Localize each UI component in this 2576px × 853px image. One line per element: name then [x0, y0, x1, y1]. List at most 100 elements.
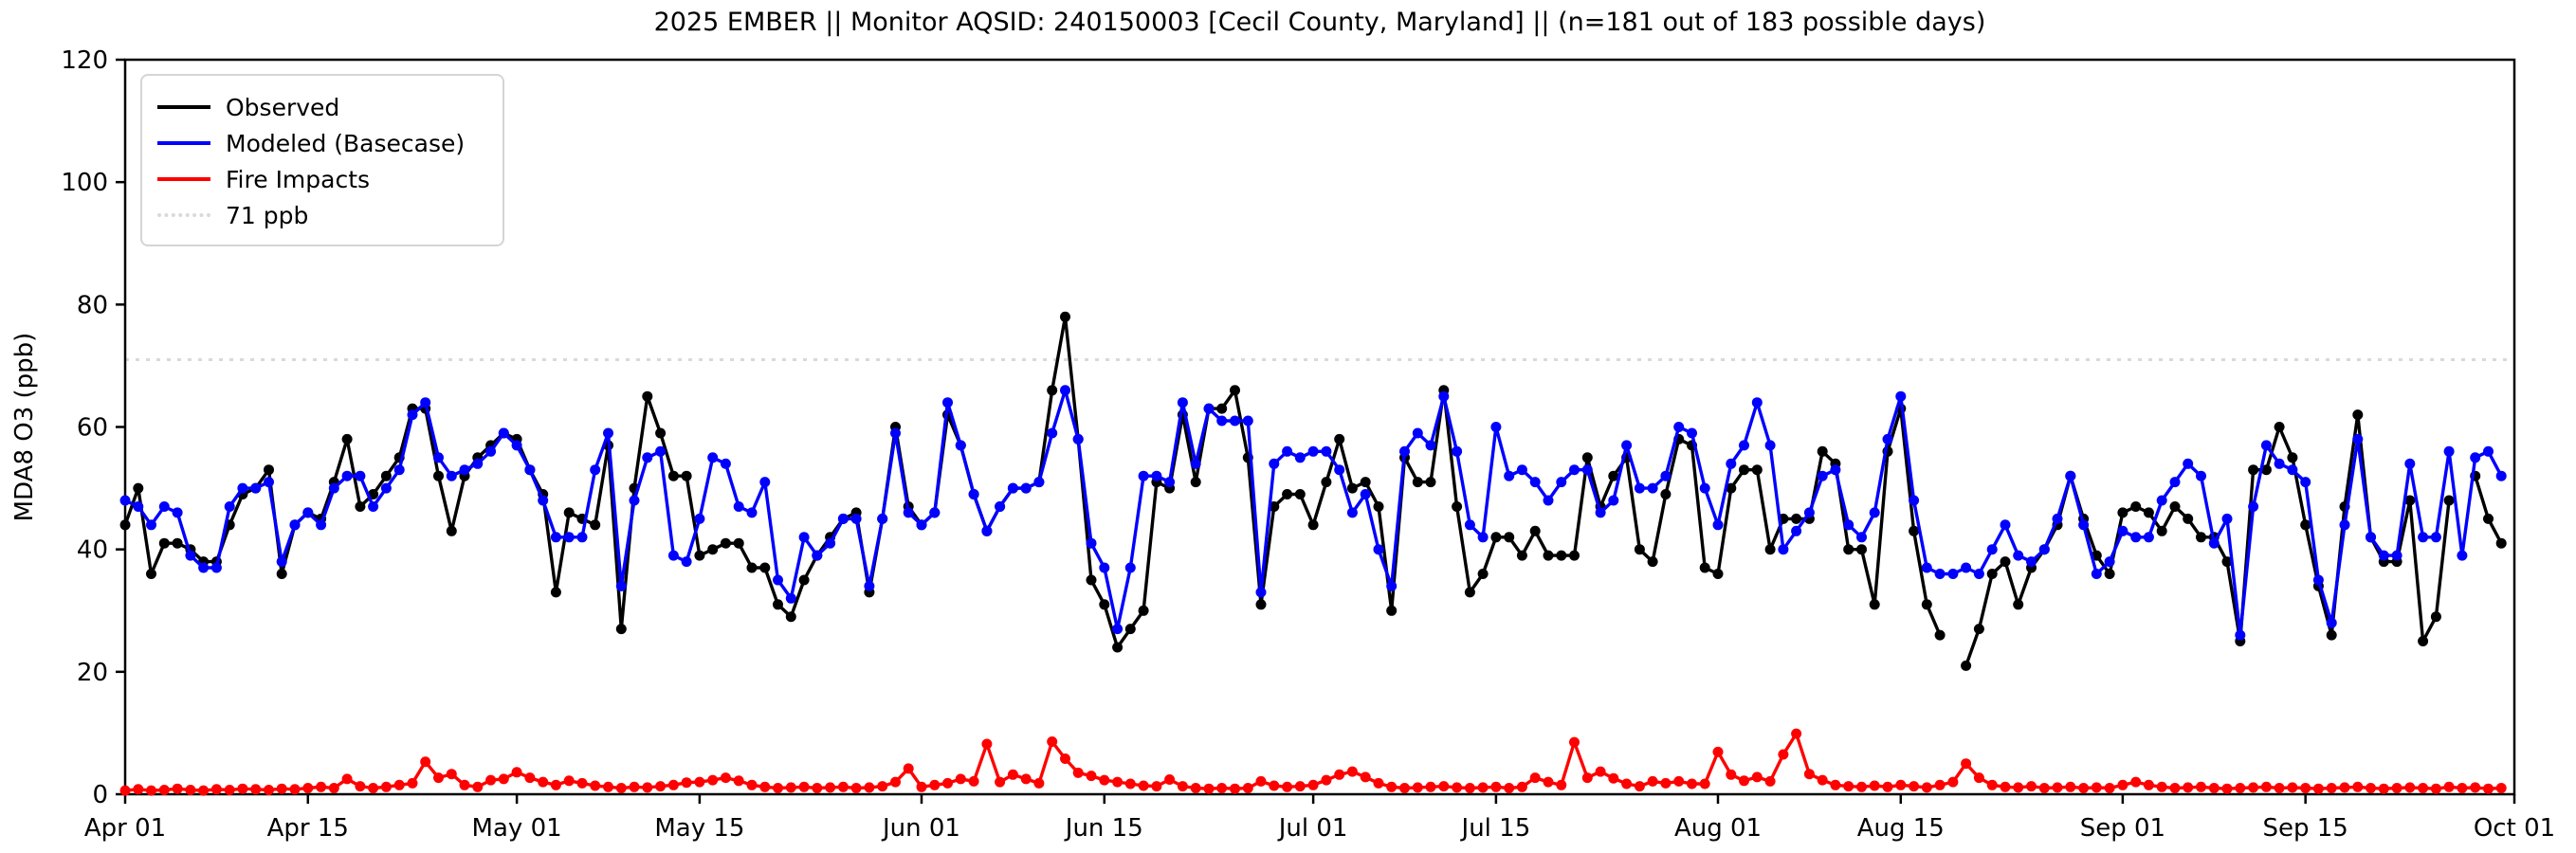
- series-point-modeled-basecase-: [2312, 574, 2324, 586]
- series-point-fire-impacts: [1164, 774, 1176, 785]
- series-point-observed: [1138, 605, 1149, 616]
- series-point-modeled-basecase-: [590, 464, 601, 476]
- series-point-modeled-basecase-: [1334, 464, 1345, 476]
- chart-title: 2025 EMBER || Monitor AQSID: 240150003 […: [653, 8, 1986, 37]
- series-point-modeled-basecase-: [433, 452, 444, 463]
- series-point-fire-impacts: [2026, 781, 2037, 792]
- series-point-observed: [655, 427, 667, 439]
- series-point-modeled-basecase-: [524, 464, 536, 476]
- series-point-modeled-basecase-: [812, 550, 823, 561]
- series-point-modeled-basecase-: [1033, 477, 1045, 488]
- series-point-modeled-basecase-: [629, 495, 640, 506]
- series-point-fire-impacts: [1934, 779, 1946, 790]
- series-point-observed: [2443, 495, 2455, 506]
- series-point-modeled-basecase-: [146, 519, 156, 531]
- series-point-observed: [681, 470, 692, 481]
- series-point-observed: [2156, 525, 2167, 536]
- x-tick-label: May 01: [472, 814, 562, 843]
- series-point-fire-impacts: [929, 779, 941, 790]
- series-point-modeled-basecase-: [903, 507, 914, 518]
- series-point-observed: [2260, 464, 2272, 476]
- series-point-modeled-basecase-: [681, 556, 692, 568]
- series-point-modeled-basecase-: [1346, 507, 1358, 518]
- series-point-modeled-basecase-: [1556, 477, 1567, 488]
- series-point-observed: [590, 519, 601, 531]
- series-point-observed: [2418, 636, 2429, 646]
- series-point-modeled-basecase-: [2065, 470, 2076, 481]
- legend-line-swatch: [157, 141, 210, 145]
- series-point-modeled-basecase-: [1230, 415, 1240, 426]
- series-point-fire-impacts: [642, 782, 653, 793]
- series-point-observed: [1334, 433, 1345, 445]
- series-point-observed: [1516, 550, 1527, 561]
- series-point-fire-impacts: [1334, 769, 1345, 780]
- series-point-modeled-basecase-: [1673, 422, 1685, 432]
- series-point-modeled-basecase-: [2026, 556, 2037, 568]
- x-tick-label: Oct 01: [2474, 814, 2555, 843]
- series-point-fire-impacts: [1973, 772, 1984, 784]
- series-point-observed: [1817, 445, 1828, 457]
- series-point-fire-impacts: [1843, 781, 1854, 792]
- series-point-modeled-basecase-: [798, 532, 810, 543]
- series-point-fire-impacts: [1399, 783, 1410, 793]
- series-point-modeled-basecase-: [550, 532, 561, 543]
- series-point-fire-impacts: [1033, 777, 1045, 789]
- series-point-modeled-basecase-: [1647, 482, 1658, 494]
- series-point-observed: [720, 537, 731, 549]
- series-point-modeled-basecase-: [2143, 532, 2154, 543]
- series-point-fire-impacts: [2183, 782, 2194, 793]
- series-point-fire-impacts: [1739, 775, 1749, 787]
- series-point-fire-impacts: [2156, 781, 2167, 792]
- series-point-fire-impacts: [1817, 774, 1828, 786]
- series-point-modeled-basecase-: [1360, 489, 1371, 499]
- series-point-modeled-basecase-: [1124, 562, 1136, 573]
- series-point-fire-impacts: [1947, 776, 1959, 788]
- series-point-observed: [2117, 507, 2128, 518]
- series-point-fire-impacts: [1203, 783, 1215, 794]
- series-point-fire-impacts: [198, 785, 210, 796]
- series-point-fire-impacts: [1177, 781, 1188, 792]
- series-point-fire-impacts: [368, 783, 379, 793]
- series-point-modeled-basecase-: [1373, 544, 1384, 555]
- series-point-observed: [615, 624, 627, 635]
- series-point-fire-impacts: [2404, 782, 2416, 793]
- series-point-modeled-basecase-: [1803, 507, 1815, 518]
- series-point-modeled-basecase-: [446, 470, 457, 481]
- series-point-modeled-basecase-: [2300, 477, 2311, 488]
- series-point-modeled-basecase-: [2078, 519, 2090, 531]
- series-point-observed: [1099, 599, 1110, 610]
- series-point-modeled-basecase-: [2404, 458, 2416, 469]
- series-point-modeled-basecase-: [393, 464, 405, 476]
- series-point-modeled-basecase-: [158, 501, 170, 512]
- series-point-modeled-basecase-: [1177, 397, 1188, 408]
- series-point-fire-impacts: [2208, 783, 2220, 793]
- series-point-fire-impacts: [538, 776, 549, 788]
- series-point-observed: [1934, 629, 1946, 641]
- series-point-fire-impacts: [1909, 781, 1920, 792]
- x-tick-label: Aug 01: [1674, 814, 1762, 843]
- series-point-modeled-basecase-: [2221, 513, 2233, 524]
- series-point-fire-impacts: [916, 781, 927, 792]
- series-point-fire-impacts: [1504, 783, 1515, 793]
- series-point-fire-impacts: [2013, 782, 2024, 793]
- series-point-modeled-basecase-: [642, 452, 653, 463]
- series-point-fire-impacts: [2052, 782, 2063, 793]
- series-point-modeled-basecase-: [1425, 440, 1436, 451]
- series-point-modeled-basecase-: [2156, 495, 2167, 506]
- series-point-fire-impacts: [2038, 783, 2050, 793]
- series-point-fire-impacts: [2078, 783, 2090, 793]
- series-point-observed: [1112, 642, 1124, 653]
- x-tick-label: Sep 01: [2080, 814, 2165, 843]
- series-point-fire-impacts: [1452, 782, 1463, 793]
- series-point-fire-impacts: [1360, 771, 1371, 783]
- series-point-modeled-basecase-: [2038, 544, 2050, 555]
- series-point-fire-impacts: [1086, 771, 1097, 782]
- series-point-fire-impacts: [1112, 776, 1124, 788]
- series-point-modeled-basecase-: [1412, 427, 1423, 439]
- series-point-modeled-basecase-: [1294, 452, 1306, 463]
- series-point-modeled-basecase-: [2260, 440, 2272, 451]
- series-point-fire-impacts: [355, 781, 366, 792]
- series-point-modeled-basecase-: [694, 513, 705, 524]
- legend: Observed Modeled (Basecase) Fire Impacts 71…: [140, 74, 504, 246]
